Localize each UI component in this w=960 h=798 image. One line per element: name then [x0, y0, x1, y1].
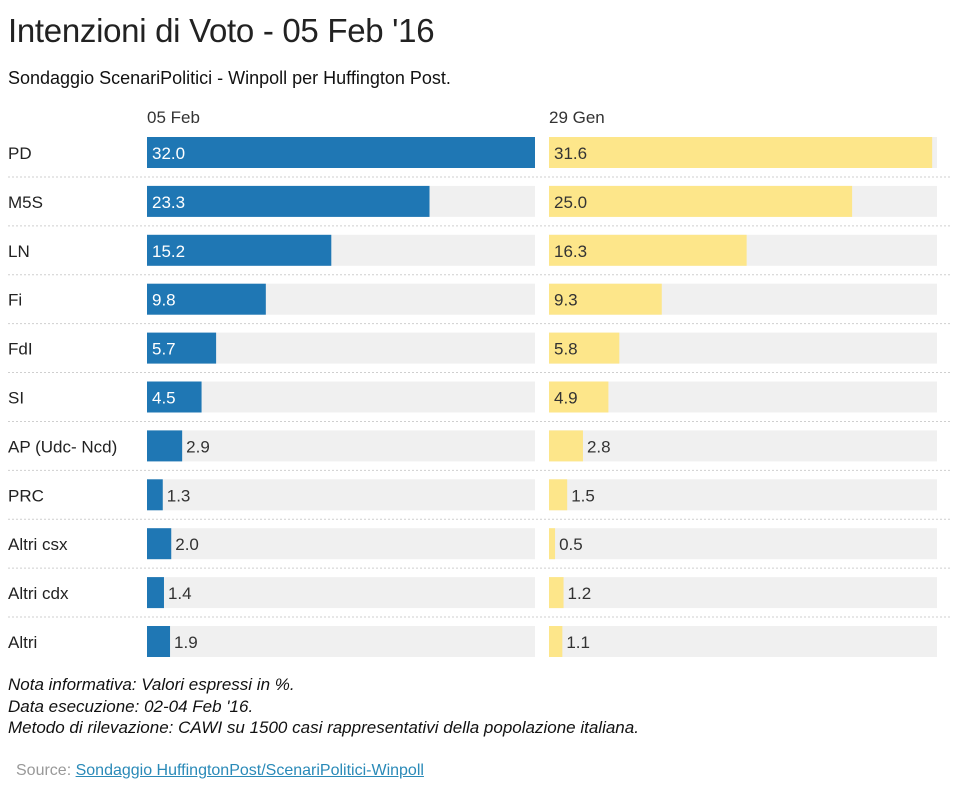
bar-series-1 [147, 185, 430, 217]
category-label: M5S [8, 193, 43, 212]
series-1-header: 05 Feb [147, 108, 200, 127]
bar-series-2 [549, 479, 568, 511]
bar-track [549, 577, 937, 609]
bar-track [147, 528, 535, 560]
category-label: Altri csx [8, 535, 68, 554]
bar-track [147, 577, 535, 609]
data-label: 5.8 [554, 340, 578, 359]
bar-series-1 [147, 479, 163, 511]
data-label: 1.3 [167, 486, 191, 505]
bar-track [549, 626, 937, 657]
data-label: 32.0 [152, 144, 185, 163]
category-label: PD [8, 144, 32, 163]
series-2-header: 29 Gen [549, 108, 605, 127]
category-label: SI [8, 389, 24, 408]
bar-series-2 [549, 332, 620, 364]
bar-series-2 [549, 626, 563, 657]
bar-series-1 [147, 430, 183, 462]
bar-series-2 [549, 430, 583, 462]
bar-track [147, 479, 535, 511]
data-label: 23.3 [152, 193, 185, 212]
bar-series-1 [147, 528, 172, 560]
bar-series-2 [549, 137, 933, 168]
data-label: 2.8 [587, 437, 611, 456]
notes-block: Nota informativa: Valori espressi in %. … [8, 674, 639, 739]
bar-track [147, 430, 535, 462]
category-label: Altri [8, 633, 37, 652]
data-label: 9.8 [152, 291, 176, 310]
data-label: 31.6 [554, 144, 587, 163]
bar-track [549, 528, 937, 560]
note-line: Metodo di rilevazione: CAWI su 1500 casi… [8, 718, 639, 737]
bar-chart: PD 32.0 31.6 M5S 23.3 25.0 LN 15.2 16.3 Fi 9.8 9.3 F… [8, 137, 950, 657]
source-line: Source: Sondaggio HuffingtonPost/Scenari… [16, 762, 424, 780]
chart-subtitle: Sondaggio ScenariPolitici - Winpoll per … [8, 68, 451, 88]
data-label: 15.2 [152, 242, 185, 261]
data-label: 1.5 [571, 486, 595, 505]
category-label: PRC [8, 486, 44, 505]
bar-track [549, 430, 937, 462]
bar-series-1 [147, 381, 202, 413]
category-label: AP (Udc- Ncd) [8, 437, 117, 456]
data-label: 2.0 [175, 535, 199, 554]
category-label: FdI [8, 340, 33, 359]
bar-series-2 [549, 185, 853, 217]
bar-series-1 [147, 332, 217, 364]
bar-series-2 [549, 234, 747, 266]
note-line: Data esecuzione: 02-04 Feb '16. [8, 696, 254, 716]
data-label: 1.9 [174, 633, 198, 652]
data-label: 9.3 [554, 291, 578, 310]
source-label: Source: [16, 762, 72, 779]
data-label: 1.1 [566, 633, 590, 652]
bar-series-2 [549, 577, 564, 609]
data-label: 2.9 [186, 437, 210, 456]
data-label: 25.0 [554, 193, 587, 212]
bar-series-1 [147, 283, 266, 315]
bar-series-1 [147, 137, 535, 168]
chart-title: Intenzioni di Voto - 05 Feb '16 [8, 12, 435, 49]
bar-track [147, 381, 535, 413]
data-label: 1.2 [568, 584, 592, 603]
data-label: 0.5 [559, 535, 583, 554]
bar-series-1 [147, 577, 164, 609]
data-label: 5.7 [152, 340, 176, 359]
bar-series-1 [147, 234, 332, 266]
data-label: 1.4 [168, 584, 192, 603]
category-label: Altri cdx [8, 584, 69, 603]
bar-track [549, 479, 937, 511]
category-label: LN [8, 242, 30, 261]
bar-series-2 [549, 283, 662, 315]
bar-series-2 [549, 381, 609, 413]
bar-series-2 [549, 528, 556, 560]
source-link[interactable]: Sondaggio HuffingtonPost/ScenariPolitici… [75, 762, 424, 779]
data-label: 4.5 [152, 389, 176, 408]
bar-track [147, 626, 535, 657]
data-label: 16.3 [554, 242, 587, 261]
bar-track [549, 381, 937, 413]
category-label: Fi [8, 291, 22, 310]
bar-series-1 [147, 626, 171, 657]
data-label: 4.9 [554, 389, 578, 408]
note-line: Nota informativa: Valori espressi in %. [8, 675, 295, 694]
